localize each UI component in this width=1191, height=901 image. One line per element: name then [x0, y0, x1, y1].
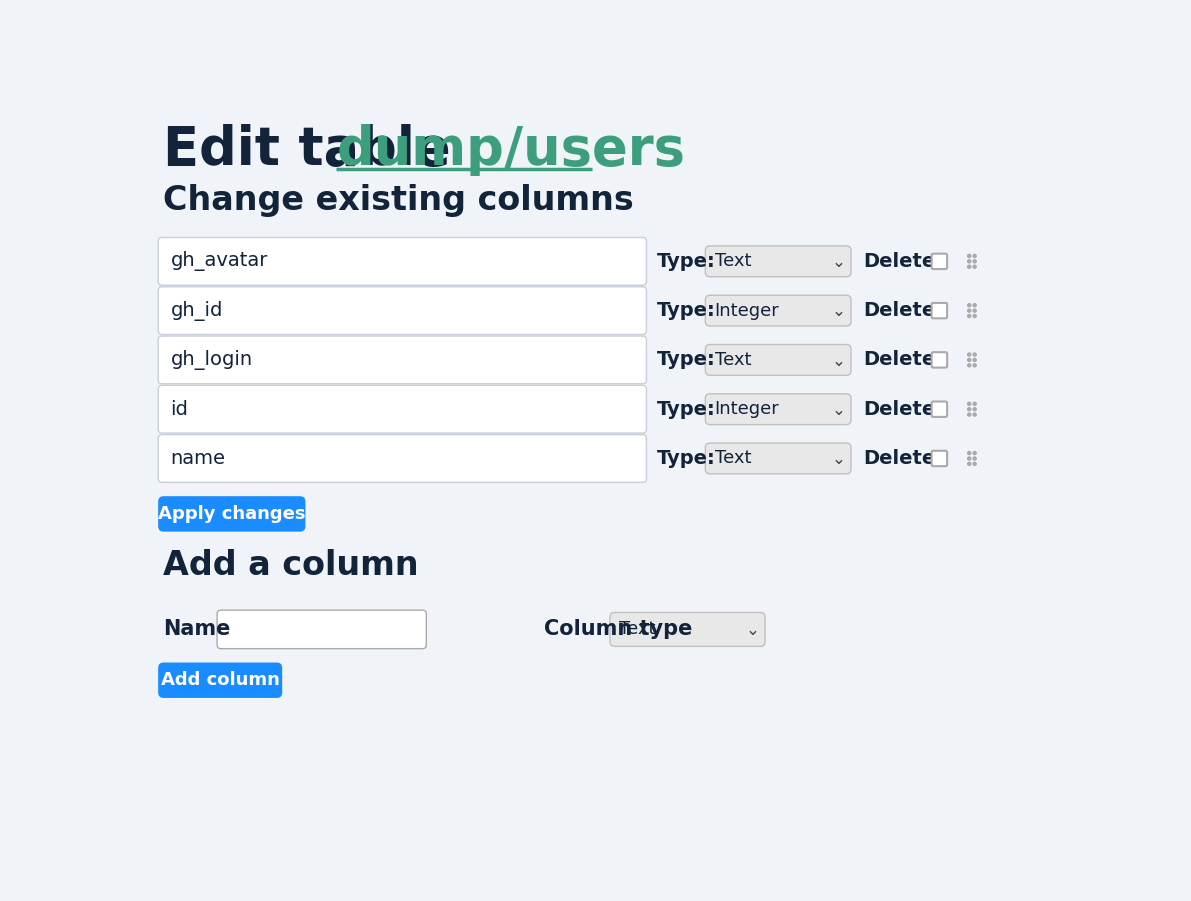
- Circle shape: [973, 457, 977, 460]
- Circle shape: [973, 314, 977, 317]
- FancyBboxPatch shape: [217, 610, 426, 649]
- Circle shape: [967, 265, 971, 268]
- FancyBboxPatch shape: [705, 246, 852, 277]
- Text: ⌄: ⌄: [831, 303, 846, 321]
- Circle shape: [967, 364, 971, 367]
- Text: Type:: Type:: [656, 449, 716, 468]
- Text: Column type: Column type: [544, 619, 692, 640]
- Text: Add column: Add column: [161, 671, 280, 689]
- FancyBboxPatch shape: [931, 352, 947, 368]
- Text: Text: Text: [715, 350, 752, 369]
- Circle shape: [973, 407, 977, 411]
- Circle shape: [967, 462, 971, 466]
- FancyBboxPatch shape: [705, 394, 852, 424]
- Circle shape: [967, 407, 971, 411]
- FancyBboxPatch shape: [158, 336, 647, 384]
- Circle shape: [973, 259, 977, 263]
- Text: dump/users: dump/users: [336, 124, 686, 177]
- Circle shape: [973, 353, 977, 356]
- Circle shape: [967, 254, 971, 258]
- FancyBboxPatch shape: [158, 287, 647, 334]
- Circle shape: [967, 402, 971, 405]
- Circle shape: [967, 314, 971, 317]
- Circle shape: [967, 457, 971, 460]
- Text: gh_login: gh_login: [170, 350, 252, 370]
- Text: Integer: Integer: [715, 302, 779, 320]
- Text: gh_id: gh_id: [170, 301, 223, 321]
- Circle shape: [973, 265, 977, 268]
- Text: Apply changes: Apply changes: [158, 505, 306, 523]
- FancyBboxPatch shape: [158, 434, 647, 482]
- Circle shape: [967, 304, 971, 306]
- Circle shape: [967, 359, 971, 361]
- Text: Text: Text: [715, 252, 752, 270]
- Text: Type:: Type:: [656, 350, 716, 369]
- FancyBboxPatch shape: [931, 450, 947, 466]
- Text: gh_avatar: gh_avatar: [170, 251, 268, 271]
- Text: Add a column: Add a column: [163, 549, 418, 582]
- Text: Type:: Type:: [656, 301, 716, 320]
- Text: Delete: Delete: [863, 252, 936, 271]
- Circle shape: [973, 413, 977, 416]
- Circle shape: [973, 451, 977, 455]
- Text: Change existing columns: Change existing columns: [163, 184, 634, 217]
- Text: ⌄: ⌄: [831, 351, 846, 369]
- Text: ⌄: ⌄: [831, 401, 846, 419]
- Circle shape: [967, 413, 971, 416]
- Text: ⌄: ⌄: [746, 621, 760, 639]
- Text: Type:: Type:: [656, 400, 716, 419]
- Circle shape: [973, 254, 977, 258]
- Circle shape: [973, 359, 977, 361]
- FancyBboxPatch shape: [158, 386, 647, 433]
- Text: Name: Name: [163, 619, 230, 640]
- Circle shape: [967, 309, 971, 312]
- FancyBboxPatch shape: [705, 443, 852, 474]
- Text: Text: Text: [619, 621, 656, 639]
- Text: Edit table: Edit table: [163, 124, 469, 177]
- Text: Delete: Delete: [863, 400, 936, 419]
- Circle shape: [973, 402, 977, 405]
- Circle shape: [967, 259, 971, 263]
- Text: Type:: Type:: [656, 252, 716, 271]
- Text: Delete: Delete: [863, 301, 936, 320]
- Text: Delete: Delete: [863, 350, 936, 369]
- Circle shape: [973, 309, 977, 312]
- Circle shape: [973, 462, 977, 466]
- Text: name: name: [170, 449, 225, 468]
- Text: ⌄: ⌄: [831, 253, 846, 271]
- Text: Text: Text: [715, 450, 752, 468]
- FancyBboxPatch shape: [705, 296, 852, 326]
- FancyBboxPatch shape: [158, 238, 647, 286]
- Circle shape: [973, 364, 977, 367]
- Text: Integer: Integer: [715, 400, 779, 418]
- FancyBboxPatch shape: [931, 303, 947, 318]
- FancyBboxPatch shape: [158, 496, 305, 532]
- Circle shape: [967, 353, 971, 356]
- Circle shape: [973, 304, 977, 306]
- FancyBboxPatch shape: [610, 613, 765, 646]
- Text: id: id: [170, 400, 188, 419]
- FancyBboxPatch shape: [158, 662, 282, 698]
- Text: ⌄: ⌄: [831, 450, 846, 469]
- FancyBboxPatch shape: [705, 344, 852, 376]
- FancyBboxPatch shape: [931, 254, 947, 269]
- Circle shape: [967, 451, 971, 455]
- Text: Delete: Delete: [863, 449, 936, 468]
- FancyBboxPatch shape: [931, 402, 947, 417]
